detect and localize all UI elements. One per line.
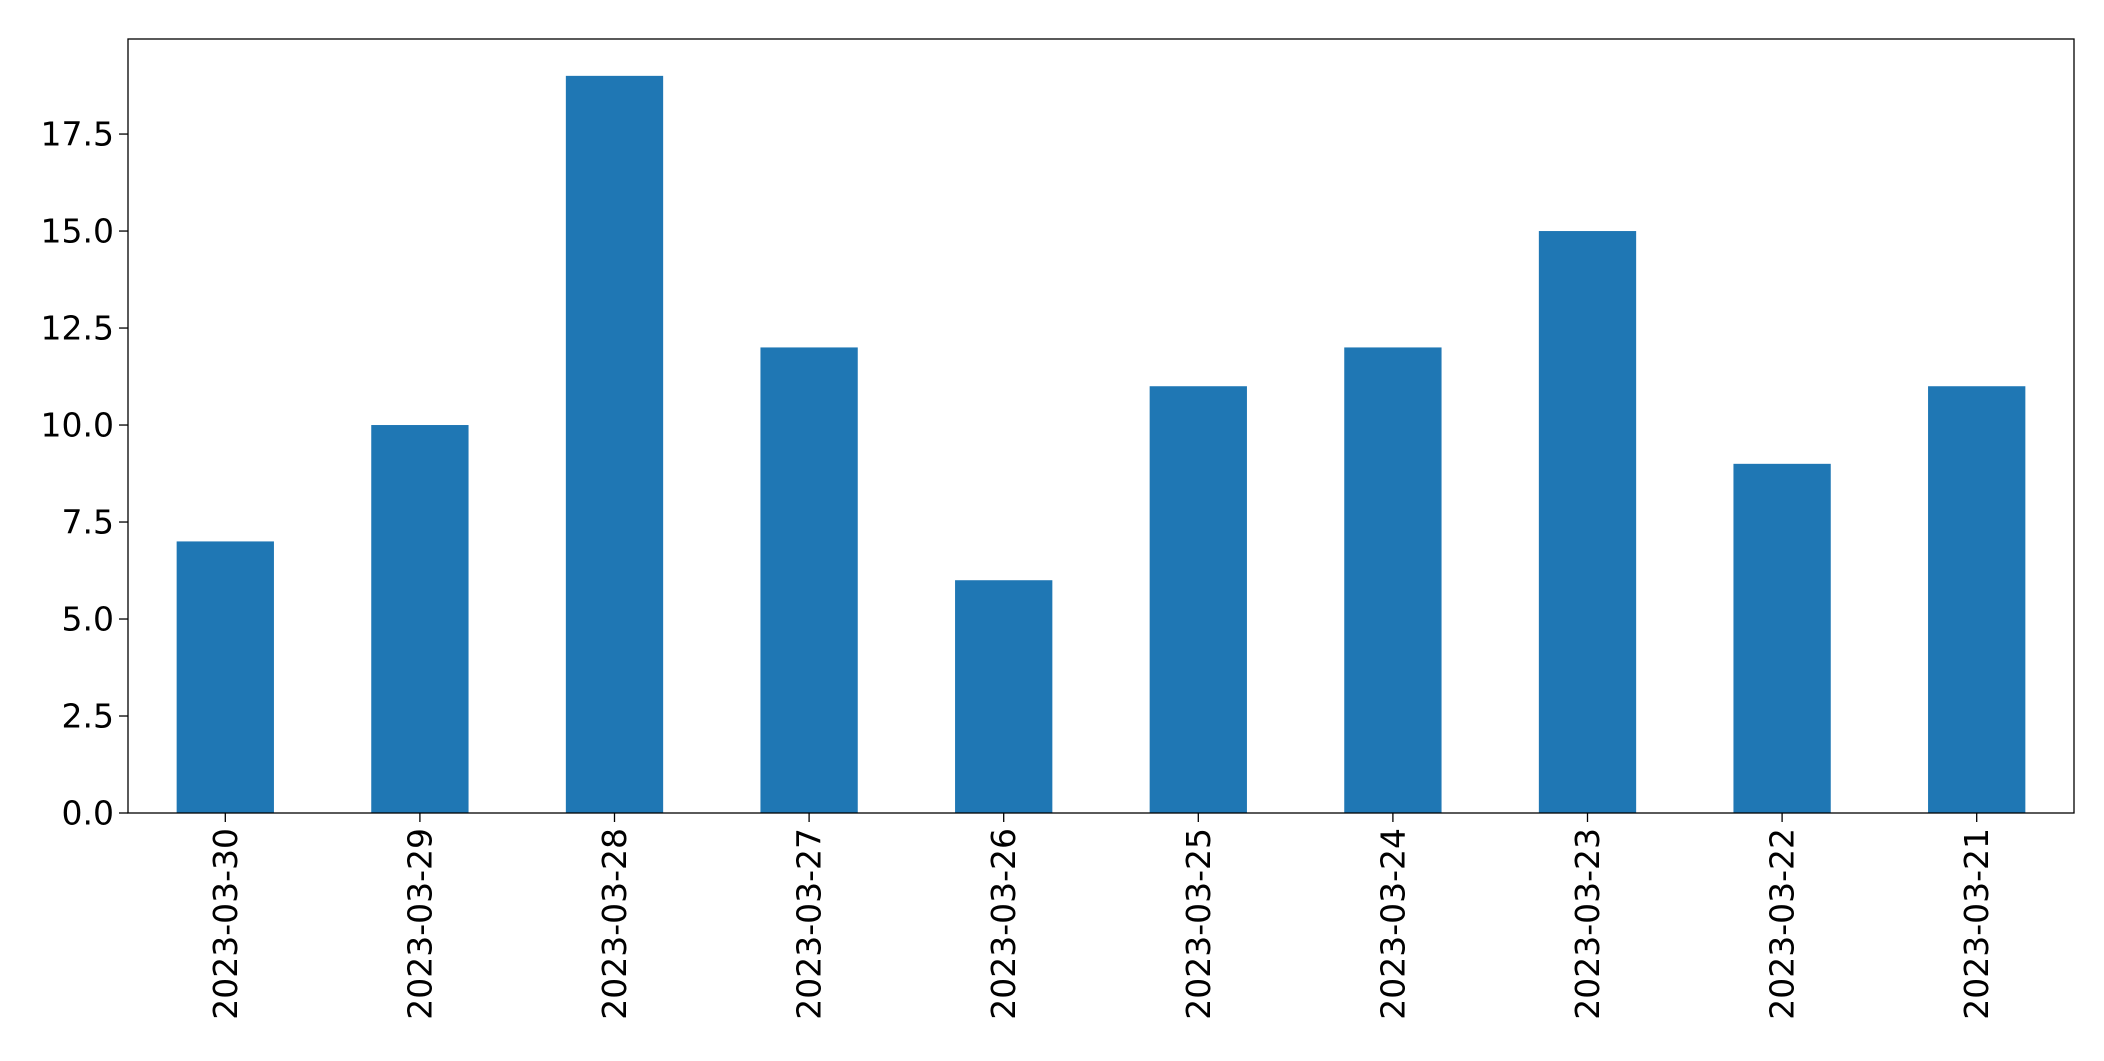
bars-group — [176, 75, 2026, 814]
x-tick-label: 2023-03-27 — [790, 828, 829, 1020]
plot-frame — [127, 38, 2075, 814]
x-tick-label: 2023-03-25 — [1179, 828, 1218, 1020]
bar-2023-03-24 — [1344, 347, 1442, 813]
bar-2023-03-22 — [1733, 463, 1831, 813]
x-tick-label: 2023-03-21 — [1957, 828, 1996, 1020]
y-tick-label: 17.5 — [41, 115, 114, 154]
bar-2023-03-29 — [371, 425, 469, 813]
bar-2023-03-23 — [1538, 231, 1637, 814]
y-tick-label: 7.5 — [62, 503, 114, 542]
bar-2023-03-27 — [760, 347, 858, 813]
bar-2023-03-21 — [1928, 386, 2026, 813]
x-axis: 2023-03-30 2023-03-29 2023-03-28 2023-03-27… — [206, 813, 1996, 1020]
y-tick-label: 10.0 — [41, 406, 114, 445]
x-tick-label: 2023-03-28 — [595, 828, 634, 1020]
x-tick-label: 2023-03-29 — [400, 828, 439, 1020]
bar-2023-03-26 — [955, 580, 1053, 813]
bar-2023-03-30 — [176, 541, 274, 813]
y-tick-label: 15.0 — [41, 212, 114, 251]
x-tick-label: 2023-03-30 — [206, 828, 245, 1020]
x-tick-label: 2023-03-23 — [1568, 828, 1607, 1020]
x-tick-label: 2023-03-22 — [1763, 828, 1802, 1020]
y-tick-label: 0.0 — [62, 794, 114, 833]
bar-2023-03-28 — [565, 75, 664, 814]
y-axis: 0.0 2.5 5.0 7.5 10.0 12.5 15.0 17.5 — [41, 115, 128, 833]
y-tick-label: 5.0 — [62, 600, 114, 639]
y-tick-label: 2.5 — [62, 697, 114, 736]
x-tick-label: 2023-03-24 — [1373, 828, 1412, 1020]
x-tick-label: 2023-03-26 — [984, 828, 1023, 1020]
bar-2023-03-25 — [1149, 386, 1247, 813]
y-tick-label: 12.5 — [41, 309, 114, 348]
